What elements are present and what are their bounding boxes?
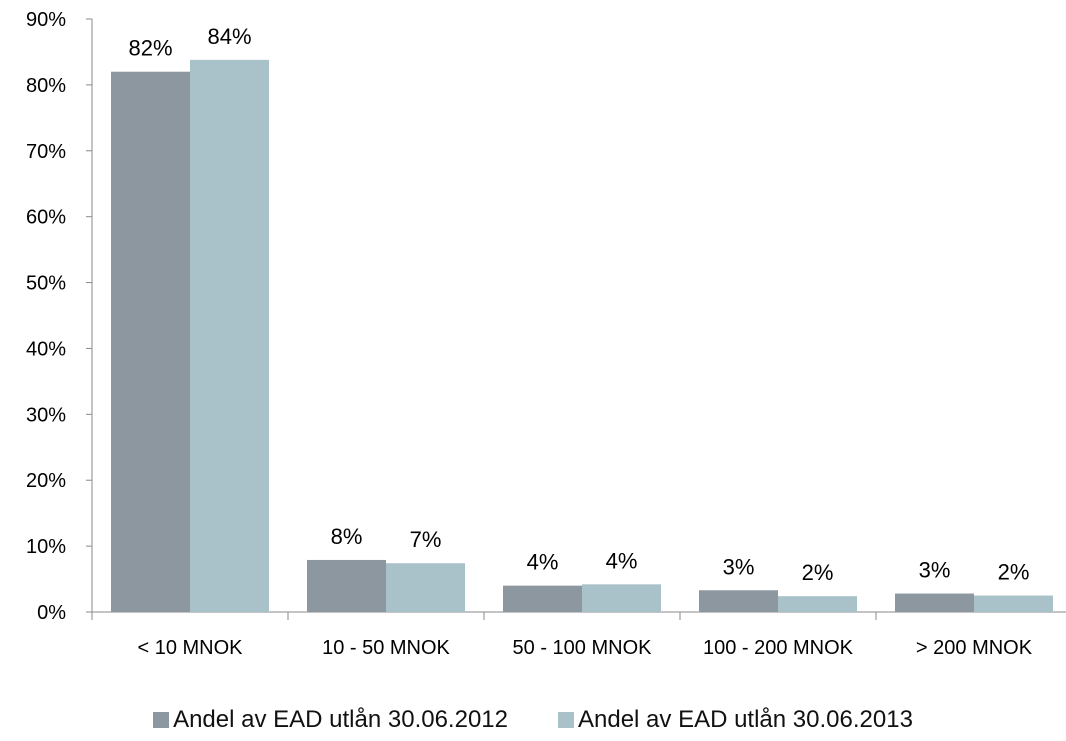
- legend-swatch-2013: [558, 712, 574, 728]
- legend-swatch-2012: [153, 712, 170, 728]
- bar-2013: [778, 596, 857, 612]
- data-label: 3%: [919, 558, 951, 583]
- y-tick-label: 90%: [26, 9, 66, 31]
- x-tick-label: > 200 MNOK: [916, 637, 1033, 659]
- data-labels: 82% 8% 4% 3% 3% 84% 7% 4% 2% 2%: [128, 24, 1029, 585]
- y-tick-label: 80%: [26, 75, 66, 97]
- legend-label-2013: Andel av EAD utlån 30.06.2013: [578, 706, 913, 733]
- legend: Andel av EAD utlån 30.06.2012 Andel av E…: [0, 706, 1066, 734]
- bars: [111, 59, 1053, 612]
- bar-2012: [895, 593, 974, 612]
- bar-2012: [503, 585, 582, 612]
- y-tick-label: 10%: [26, 536, 66, 558]
- bar-2012: [699, 590, 778, 612]
- bar-2013: [190, 59, 269, 612]
- y-tick-label: 60%: [26, 207, 66, 229]
- data-label: 84%: [207, 24, 251, 49]
- data-label: 8%: [331, 524, 363, 549]
- y-axis: 0% 10% 20% 30% 40% 50% 60% 70% 80% 90%: [26, 9, 93, 624]
- data-label: 4%: [606, 548, 638, 573]
- data-label: 3%: [723, 554, 755, 579]
- legend-label-2012: Andel av EAD utlån 30.06.2012: [173, 706, 508, 733]
- y-tick-label: 30%: [26, 404, 66, 426]
- data-label: 82%: [128, 36, 172, 61]
- data-label: 2%: [802, 560, 834, 585]
- y-tick-label: 70%: [26, 141, 66, 163]
- legend-item-2012: Andel av EAD utlån 30.06.2012: [153, 706, 508, 734]
- x-tick-label: < 10 MNOK: [137, 637, 243, 659]
- bar-2013: [582, 584, 661, 612]
- y-tick-label: 40%: [26, 338, 66, 360]
- legend-item-2013: Andel av EAD utlån 30.06.2013: [558, 706, 913, 734]
- x-axis: < 10 MNOK 10 - 50 MNOK 50 - 100 MNOK 100 - …: [91, 611, 1066, 659]
- bar-chart: 0% 10% 20% 30% 40% 50% 60% 70% 80% 90% < 10 MNOK 1…: [26, 9, 1066, 659]
- bar-2012: [111, 71, 190, 612]
- x-tick-label: 100 - 200 MNOK: [703, 637, 854, 659]
- x-tick-label: 50 - 100 MNOK: [513, 637, 653, 659]
- bar-2013: [386, 563, 465, 612]
- bar-2012: [307, 559, 386, 612]
- data-label: 7%: [410, 527, 442, 552]
- bar-2013: [974, 595, 1053, 612]
- y-tick-label: 0%: [37, 602, 66, 624]
- y-tick-label: 20%: [26, 470, 66, 492]
- x-tick-label: 10 - 50 MNOK: [322, 637, 450, 659]
- data-label: 4%: [527, 550, 559, 575]
- y-tick-label: 50%: [26, 273, 66, 295]
- data-label: 2%: [998, 560, 1030, 585]
